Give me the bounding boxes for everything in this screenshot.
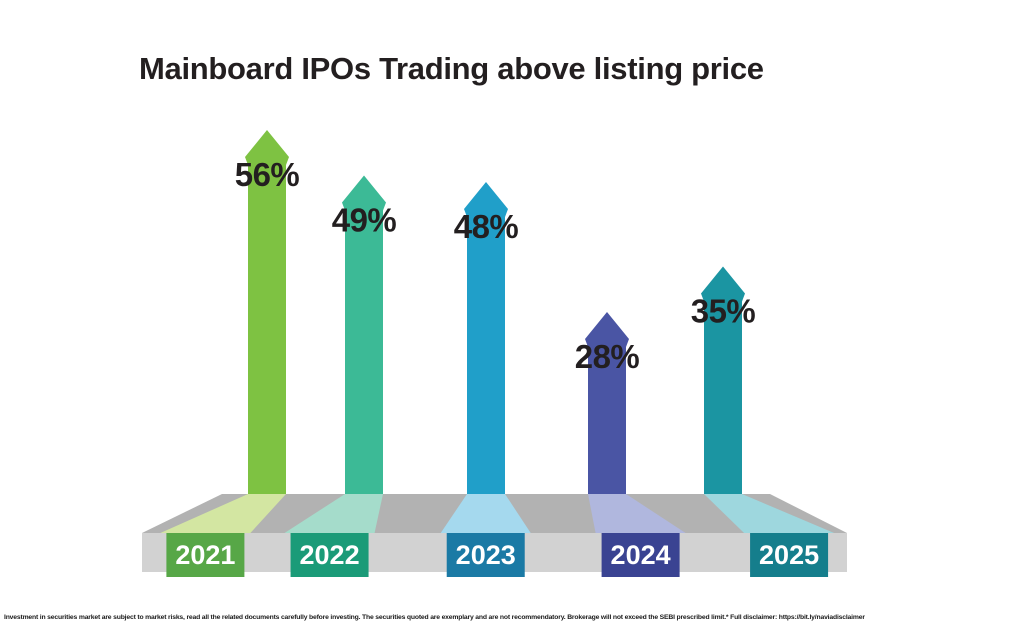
- year-box-2021: [166, 533, 245, 577]
- bar-value-label-2022: 49%: [332, 202, 397, 239]
- chart-title: Mainboard IPOs Trading above listing pri…: [139, 51, 764, 86]
- bar-value-label-2023: 48%: [454, 208, 519, 245]
- bar-tint-2021: [160, 494, 286, 533]
- bar-value-label-2025: 35%: [691, 293, 756, 330]
- bar-arrow-2025: [701, 266, 745, 494]
- year-box-2023: [446, 533, 525, 577]
- bar-arrow-2022: [342, 175, 386, 494]
- year-label-2021: 2021: [175, 540, 235, 570]
- bar-arrow-2024: [585, 312, 629, 494]
- year-label-2022: 2022: [300, 540, 360, 570]
- bar-arrow-2023: [464, 182, 508, 494]
- bar-value-label-2021: 56%: [235, 156, 300, 193]
- year-box-2022: [290, 533, 369, 577]
- bar-tint-2024: [588, 494, 686, 533]
- bar-tint-2022: [284, 494, 383, 533]
- bar-tint-2025: [704, 494, 835, 533]
- bar-value-label-2024: 28%: [575, 338, 640, 375]
- year-box-2025: [750, 533, 829, 577]
- year-label-2025: 2025: [759, 540, 819, 570]
- year-label-2024: 2024: [611, 540, 671, 570]
- year-label-2023: 2023: [456, 540, 516, 570]
- disclaimer-text: Investment in securities market are subj…: [4, 614, 865, 621]
- year-box-2024: [601, 533, 680, 577]
- bar-arrow-2021: [245, 130, 289, 494]
- bar-tint-2023: [440, 494, 531, 533]
